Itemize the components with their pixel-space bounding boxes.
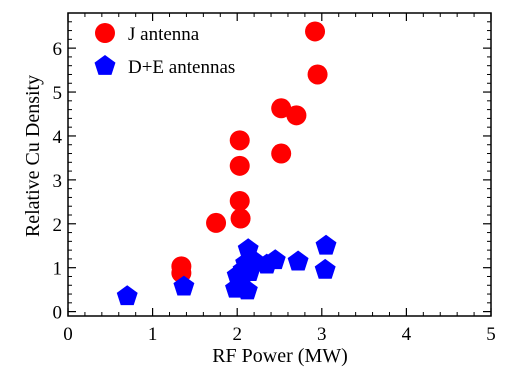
data-point-circle xyxy=(286,105,307,126)
data-point-pentagon xyxy=(173,275,195,296)
data-point-circle xyxy=(229,190,250,211)
x-axis-label: RF Power (MW) xyxy=(212,345,348,367)
y-tick-label: 3 xyxy=(53,171,63,192)
data-point-circle xyxy=(229,130,250,151)
legend-marker-pentagon xyxy=(94,55,116,75)
data-point-pentagon xyxy=(264,249,286,270)
data-point-pentagon xyxy=(116,285,138,306)
y-tick-label: 4 xyxy=(53,127,63,148)
x-tick-label: 5 xyxy=(486,324,496,345)
x-tick-label: 1 xyxy=(148,324,158,345)
data-point-pentagon xyxy=(287,250,309,271)
data-point-circle xyxy=(307,64,328,85)
legend-label: D+E antennas xyxy=(128,57,235,78)
x-tick-label: 2 xyxy=(232,324,242,345)
y-tick-label: 0 xyxy=(53,303,63,324)
series-1 xyxy=(171,21,328,283)
axis-ticks: 0 1 2 3 4 5 0 1 2 3 4 5 6 xyxy=(53,12,496,345)
y-tick-label: 2 xyxy=(53,215,63,236)
plot-frame xyxy=(67,12,492,317)
data-point-circle xyxy=(305,21,326,42)
y-tick-label: 5 xyxy=(53,83,63,104)
legend-label: J antenna xyxy=(128,24,200,45)
data-point-circle xyxy=(271,98,292,119)
data-point-pentagon xyxy=(314,258,336,279)
y-tick-label: 1 xyxy=(53,259,63,280)
y-axis-label: Relative Cu Density xyxy=(22,75,44,237)
data-point-pentagon xyxy=(236,279,258,300)
data-point-circle xyxy=(271,143,292,164)
series-2 xyxy=(116,234,337,306)
legend-marker-circle xyxy=(95,23,115,43)
x-tick-label: 3 xyxy=(317,324,327,345)
x-tick-label: 4 xyxy=(402,324,412,345)
data-points xyxy=(116,21,337,306)
y-tick-label: 6 xyxy=(53,39,63,60)
plot-area xyxy=(67,12,492,317)
data-point-circle xyxy=(206,212,227,233)
legend: J antenna D+E antennas xyxy=(94,23,235,78)
data-point-circle xyxy=(229,155,250,176)
data-point-circle xyxy=(230,208,251,229)
data-point-pentagon xyxy=(315,234,337,255)
x-tick-label: 0 xyxy=(63,324,73,345)
